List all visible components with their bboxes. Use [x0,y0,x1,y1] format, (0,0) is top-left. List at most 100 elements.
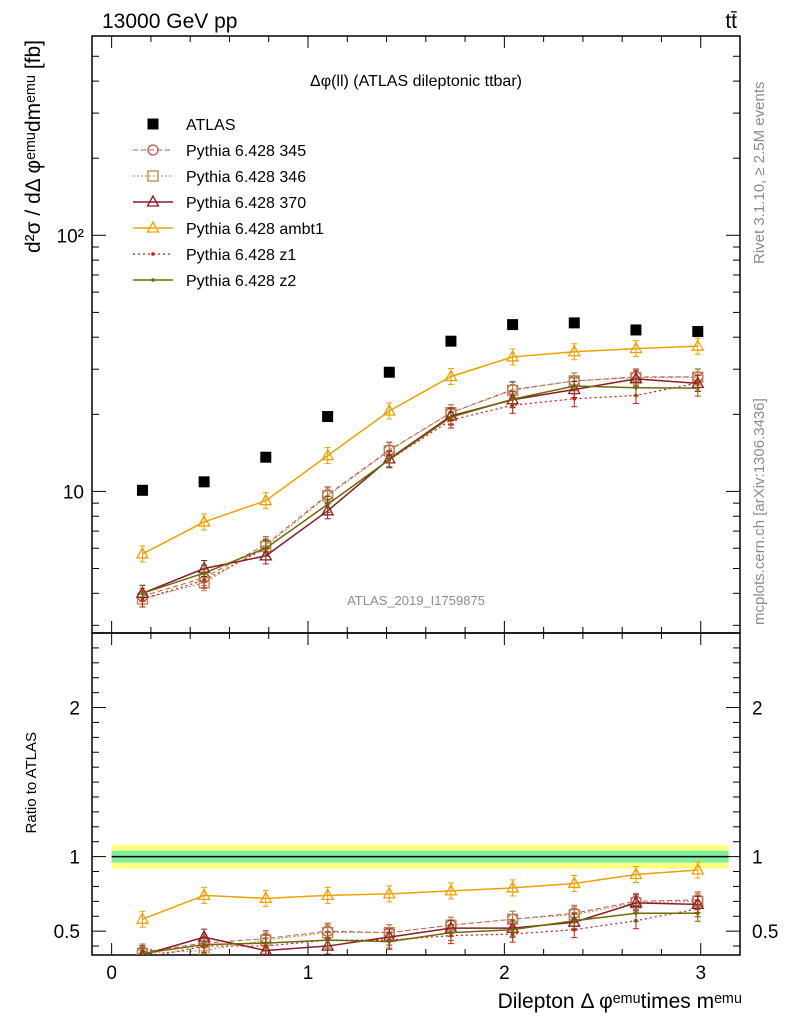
x-tick-label: 2 [499,963,510,984]
data-point-z2 [202,942,206,947]
data-point-ambt1 [382,886,396,899]
data-point-z2 [325,502,330,507]
data-point-ambt1 [444,369,458,382]
ratio-uncertainty-band [111,844,729,869]
data-point-z2 [449,415,453,419]
data-point-ambt1 [259,891,273,904]
legend-item-z1: Pythia 6.428 z1 [133,247,296,264]
series-line-p370 [142,378,698,595]
main-panel: 10 10² Δφ(ll) (ATLAS dileptonic ttbar) AT… [57,35,741,634]
data-point-ATLAS [260,451,272,463]
series-line-p370 [142,902,698,955]
data-point-z2 [634,385,638,390]
series-z1 [139,374,701,608]
ratio-series-layer [135,861,705,955]
ratio-ytick-label-left: 0.5 [54,922,80,943]
ratio-ytick-label-left: 1 [69,848,80,869]
legend-marker-p346 [147,170,159,182]
data-point-ATLAS [136,484,148,496]
data-point-ATLAS [507,319,519,331]
header-energy: 13000 GeV pp [102,10,237,33]
series-line-z2 [142,385,698,595]
legend-marker-p345 [147,144,159,156]
x-tick-label: 0 [106,963,117,984]
data-point-ATLAS [692,326,704,338]
data-point-ambt1 [382,403,396,416]
ratio-ytick-label-right: 1 [752,848,763,869]
legend-item-p346: Pythia 6.428 346 [133,169,306,186]
legend-item-ambt1: Pythia 6.428 ambt1 [133,220,324,238]
data-point-ambt1 [197,514,211,527]
x-tick-label: 3 [695,963,706,984]
data-point-p370 [138,947,147,955]
series-ambt1 [135,337,705,563]
ratio-ytick-label-right: 0.5 [752,922,778,943]
legend-marker-z1 [151,252,155,256]
legend-marker-ambt1 [146,220,160,233]
data-point-ATLAS [568,317,580,329]
data-point-ambt1 [506,880,520,893]
data-point-p370 [321,938,335,951]
data-point-ambt1 [259,493,273,506]
analysis-label: ATLAS_2019_I1759875 [347,593,485,608]
mcplots-label: mcplots.cern.ch [arXiv:1306.3436] [751,398,768,625]
legend-label-z2: Pythia 6.428 z2 [186,273,296,290]
plot-title: Δφ(ll) (ATLAS dileptonic ttbar) [310,73,522,90]
series-line-z2 [142,912,698,955]
series-ambt1 [135,861,705,928]
legend-label-p370: Pythia 6.428 370 [186,195,306,212]
data-point-ambt1 [197,888,211,901]
series-line-ambt1 [142,345,698,555]
legend-label-p345: Pythia 6.428 345 [186,143,306,160]
data-point-z2 [263,941,268,945]
data-point-z2 [140,591,145,596]
legend-label-p346: Pythia 6.428 346 [186,169,306,186]
series-p370 [135,370,705,602]
series-p370 [138,894,705,955]
data-point-z2 [634,911,638,916]
data-point-z2 [695,911,700,916]
data-point-z2 [263,546,268,551]
ratio-ytick-label-left: 2 [69,699,80,720]
main-series-layer [135,317,705,608]
data-point-ambt1 [567,876,581,889]
data-point-p370 [259,548,273,561]
data-point-ATLAS [322,411,334,423]
legend-marker-p370 [146,194,160,207]
data-point-z2 [325,938,330,942]
legend-item-p345: Pythia 6.428 345 [133,143,306,160]
data-point-ambt1 [135,911,150,924]
series-p345 [136,368,704,605]
series-z2 [139,377,701,602]
legend: ATLAS Pythia 6.428 345 Pythia 6.428 346 Pyt… [133,117,324,290]
ratio-ytick-label-right: 2 [752,699,763,720]
data-point-ATLAS [383,366,395,378]
series-line-p345 [142,376,698,597]
data-point-z2 [572,918,577,923]
series-p345 [136,891,704,955]
data-point-ambt1 [629,341,643,354]
data-point-ambt1 [321,448,335,461]
data-point-z2 [140,951,145,955]
main-ytick-label: 10 [63,482,84,503]
data-point-ATLAS [445,335,457,347]
data-point-z2 [202,571,206,575]
series-line-ambt1 [142,869,698,920]
data-point-ambt1 [691,338,705,351]
legend-item-p370: Pythia 6.428 370 [133,194,306,212]
rivet-label: Rivet 3.1.10, ≥ 2.5M events [751,82,768,265]
x-tick-label: 1 [303,963,314,984]
main-axis-ticks: 10 10² [57,35,741,633]
data-point-ATLAS [630,324,642,336]
data-point-z1 [572,396,577,401]
ratio-frame [91,632,741,956]
data-point-z2 [387,457,392,462]
legend-label-z1: Pythia 6.428 z1 [186,247,296,264]
ratio-axis-ticks: 0.5 0.5 1 1 2 2 [54,633,778,955]
data-point-ambt1 [629,867,643,880]
x-tick-labels: 0 1 2 3 [106,963,706,984]
ratio-ylabel: Ratio to ATLAS [23,732,40,833]
legend-marker-z2 [151,278,155,282]
data-point-ambt1 [691,862,705,875]
data-point-ambt1 [567,344,581,357]
